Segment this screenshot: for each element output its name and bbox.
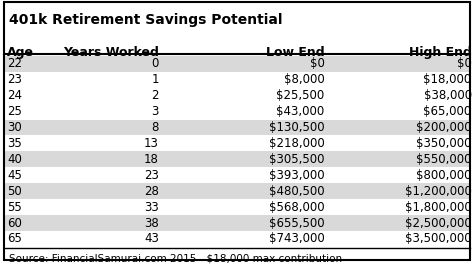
Text: 401k Retirement Savings Potential: 401k Retirement Savings Potential	[9, 13, 282, 27]
Text: $43,000: $43,000	[276, 105, 325, 118]
Text: 45: 45	[7, 169, 22, 182]
Text: 30: 30	[7, 121, 22, 134]
Bar	[4, 56, 470, 72]
Text: 0: 0	[151, 57, 159, 70]
Bar	[4, 183, 470, 199]
Text: 40: 40	[7, 153, 22, 166]
Text: 50: 50	[7, 185, 22, 198]
Text: $18,000: $18,000	[423, 73, 472, 86]
Text: $0: $0	[310, 57, 325, 70]
Text: 2: 2	[151, 89, 159, 102]
Text: 65: 65	[7, 232, 22, 246]
Text: 23: 23	[144, 169, 159, 182]
Text: $800,000: $800,000	[416, 169, 472, 182]
Bar	[4, 151, 470, 167]
Text: 25: 25	[7, 105, 22, 118]
Text: 35: 35	[7, 137, 22, 150]
Text: 1: 1	[151, 73, 159, 86]
Text: 28: 28	[144, 185, 159, 198]
Text: 24: 24	[7, 89, 22, 102]
Text: 33: 33	[144, 201, 159, 214]
Text: High End: High End	[409, 46, 472, 59]
Text: 38: 38	[144, 217, 159, 230]
Text: $2,500,000: $2,500,000	[405, 217, 472, 230]
Text: $655,500: $655,500	[269, 217, 325, 230]
Bar	[4, 119, 470, 135]
Text: 60: 60	[7, 217, 22, 230]
Text: Years Worked: Years Worked	[63, 46, 159, 59]
Text: 18: 18	[144, 153, 159, 166]
Text: $480,500: $480,500	[269, 185, 325, 198]
Text: $0: $0	[457, 57, 472, 70]
Text: $38,000: $38,000	[423, 89, 472, 102]
Text: 23: 23	[7, 73, 22, 86]
Text: $568,000: $568,000	[269, 201, 325, 214]
Text: $550,000: $550,000	[416, 153, 472, 166]
Text: 55: 55	[7, 201, 22, 214]
Text: Low End: Low End	[266, 46, 325, 59]
Text: $218,000: $218,000	[269, 137, 325, 150]
Text: $743,000: $743,000	[269, 232, 325, 246]
Text: $393,000: $393,000	[269, 169, 325, 182]
Bar	[4, 215, 470, 231]
Text: Source: FinancialSamurai.com 2015 - $18,000 max contribution: Source: FinancialSamurai.com 2015 - $18,…	[9, 254, 342, 264]
Text: 3: 3	[151, 105, 159, 118]
Text: Age: Age	[7, 46, 34, 59]
Text: $305,500: $305,500	[269, 153, 325, 166]
Text: $350,000: $350,000	[416, 137, 472, 150]
Text: $25,500: $25,500	[276, 89, 325, 102]
Text: $65,000: $65,000	[423, 105, 472, 118]
Text: 13: 13	[144, 137, 159, 150]
Text: 22: 22	[7, 57, 22, 70]
Text: $1,200,000: $1,200,000	[405, 185, 472, 198]
Text: 43: 43	[144, 232, 159, 246]
Text: $130,500: $130,500	[269, 121, 325, 134]
Text: $1,800,000: $1,800,000	[405, 201, 472, 214]
Text: 8: 8	[151, 121, 159, 134]
Text: $8,000: $8,000	[284, 73, 325, 86]
Text: $200,000: $200,000	[416, 121, 472, 134]
Text: $3,500,000: $3,500,000	[405, 232, 472, 246]
